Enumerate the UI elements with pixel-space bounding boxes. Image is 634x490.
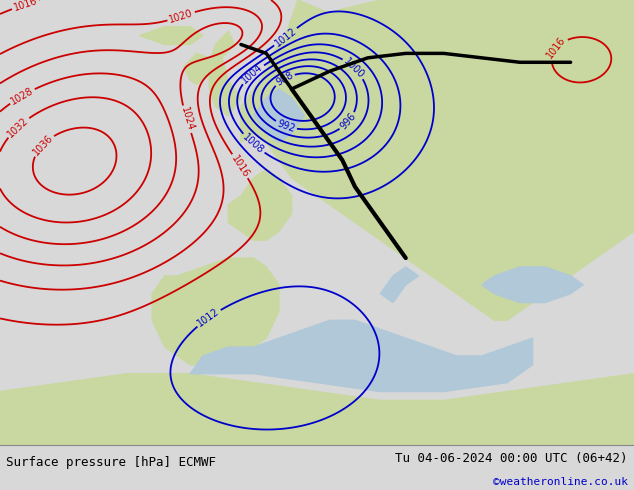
Text: 988: 988 — [274, 70, 295, 88]
Polygon shape — [254, 89, 304, 143]
Text: Tu 04-06-2024 00:00 UTC (06+42): Tu 04-06-2024 00:00 UTC (06+42) — [395, 452, 628, 465]
Text: 1036: 1036 — [31, 132, 55, 157]
Polygon shape — [380, 267, 418, 302]
Text: Surface pressure [hPa] ECMWF: Surface pressure [hPa] ECMWF — [6, 456, 216, 468]
Text: 1012: 1012 — [196, 307, 222, 329]
Polygon shape — [482, 267, 583, 302]
Text: 1020: 1020 — [168, 8, 195, 24]
Text: 1004: 1004 — [240, 62, 265, 86]
Text: 1016: 1016 — [230, 153, 251, 179]
Text: 992: 992 — [276, 118, 297, 134]
Text: 1028: 1028 — [9, 85, 36, 106]
Text: 996: 996 — [338, 111, 358, 132]
Polygon shape — [139, 26, 203, 45]
Text: 1016: 1016 — [545, 35, 567, 61]
Polygon shape — [190, 320, 533, 392]
Polygon shape — [184, 53, 209, 85]
Polygon shape — [241, 0, 634, 320]
Text: 1008: 1008 — [241, 132, 266, 156]
Polygon shape — [152, 258, 279, 365]
Text: ©weatheronline.co.uk: ©weatheronline.co.uk — [493, 477, 628, 487]
Polygon shape — [209, 31, 241, 116]
Text: 1012: 1012 — [273, 25, 299, 48]
Polygon shape — [0, 374, 634, 445]
Polygon shape — [228, 169, 292, 240]
Text: 1016: 1016 — [12, 0, 39, 13]
Text: 1032: 1032 — [6, 115, 30, 139]
Text: 1024: 1024 — [179, 106, 195, 132]
Text: 1000: 1000 — [342, 56, 366, 80]
Polygon shape — [266, 0, 418, 178]
